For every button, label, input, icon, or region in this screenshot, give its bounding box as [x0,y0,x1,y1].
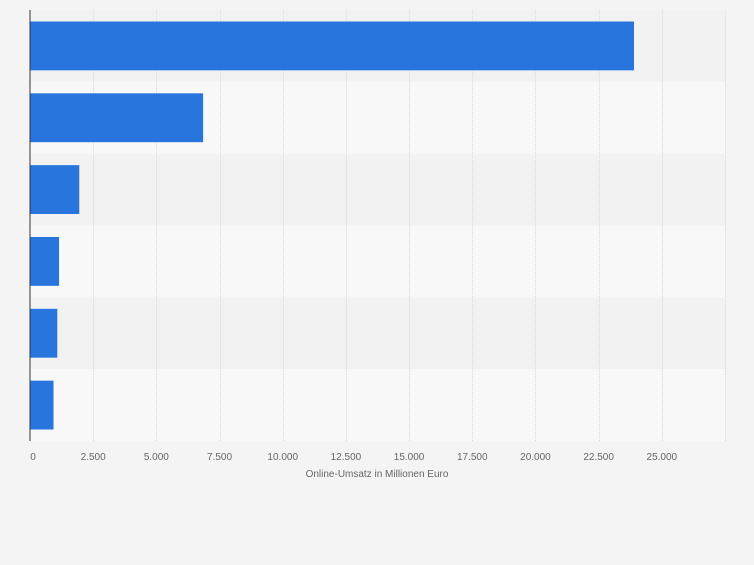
x-tick-label: 20.000 [520,452,551,463]
x-tick-label: 15.000 [394,452,425,463]
bars [30,21,635,430]
x-tick-labels: 0 2.500 5.000 7.500 10.000 12.500 15.000 17.500… [30,452,677,463]
row-band [30,369,725,441]
row-bands [30,10,725,441]
bar [30,93,204,143]
x-tick-label: 7.500 [207,452,232,463]
x-tick-label: 12.500 [331,452,362,463]
bar [30,21,635,71]
row-band [30,297,725,370]
x-tick-label: 22.500 [583,452,614,463]
x-tick-label: 17.500 [457,452,488,463]
row-band [30,225,725,298]
x-tick-label: 25.000 [647,452,678,463]
x-tick-label: 2.500 [81,452,106,463]
x-tick-label: 0 [30,452,36,463]
bar [30,236,60,286]
bar [30,308,58,358]
x-tick-label: 10.000 [267,452,298,463]
bar [30,380,54,430]
bar [30,165,80,215]
x-tick-label: 5.000 [144,452,169,463]
x-axis-label: Online-Umsatz in Millionen Euro [306,469,449,480]
row-band [30,153,725,226]
